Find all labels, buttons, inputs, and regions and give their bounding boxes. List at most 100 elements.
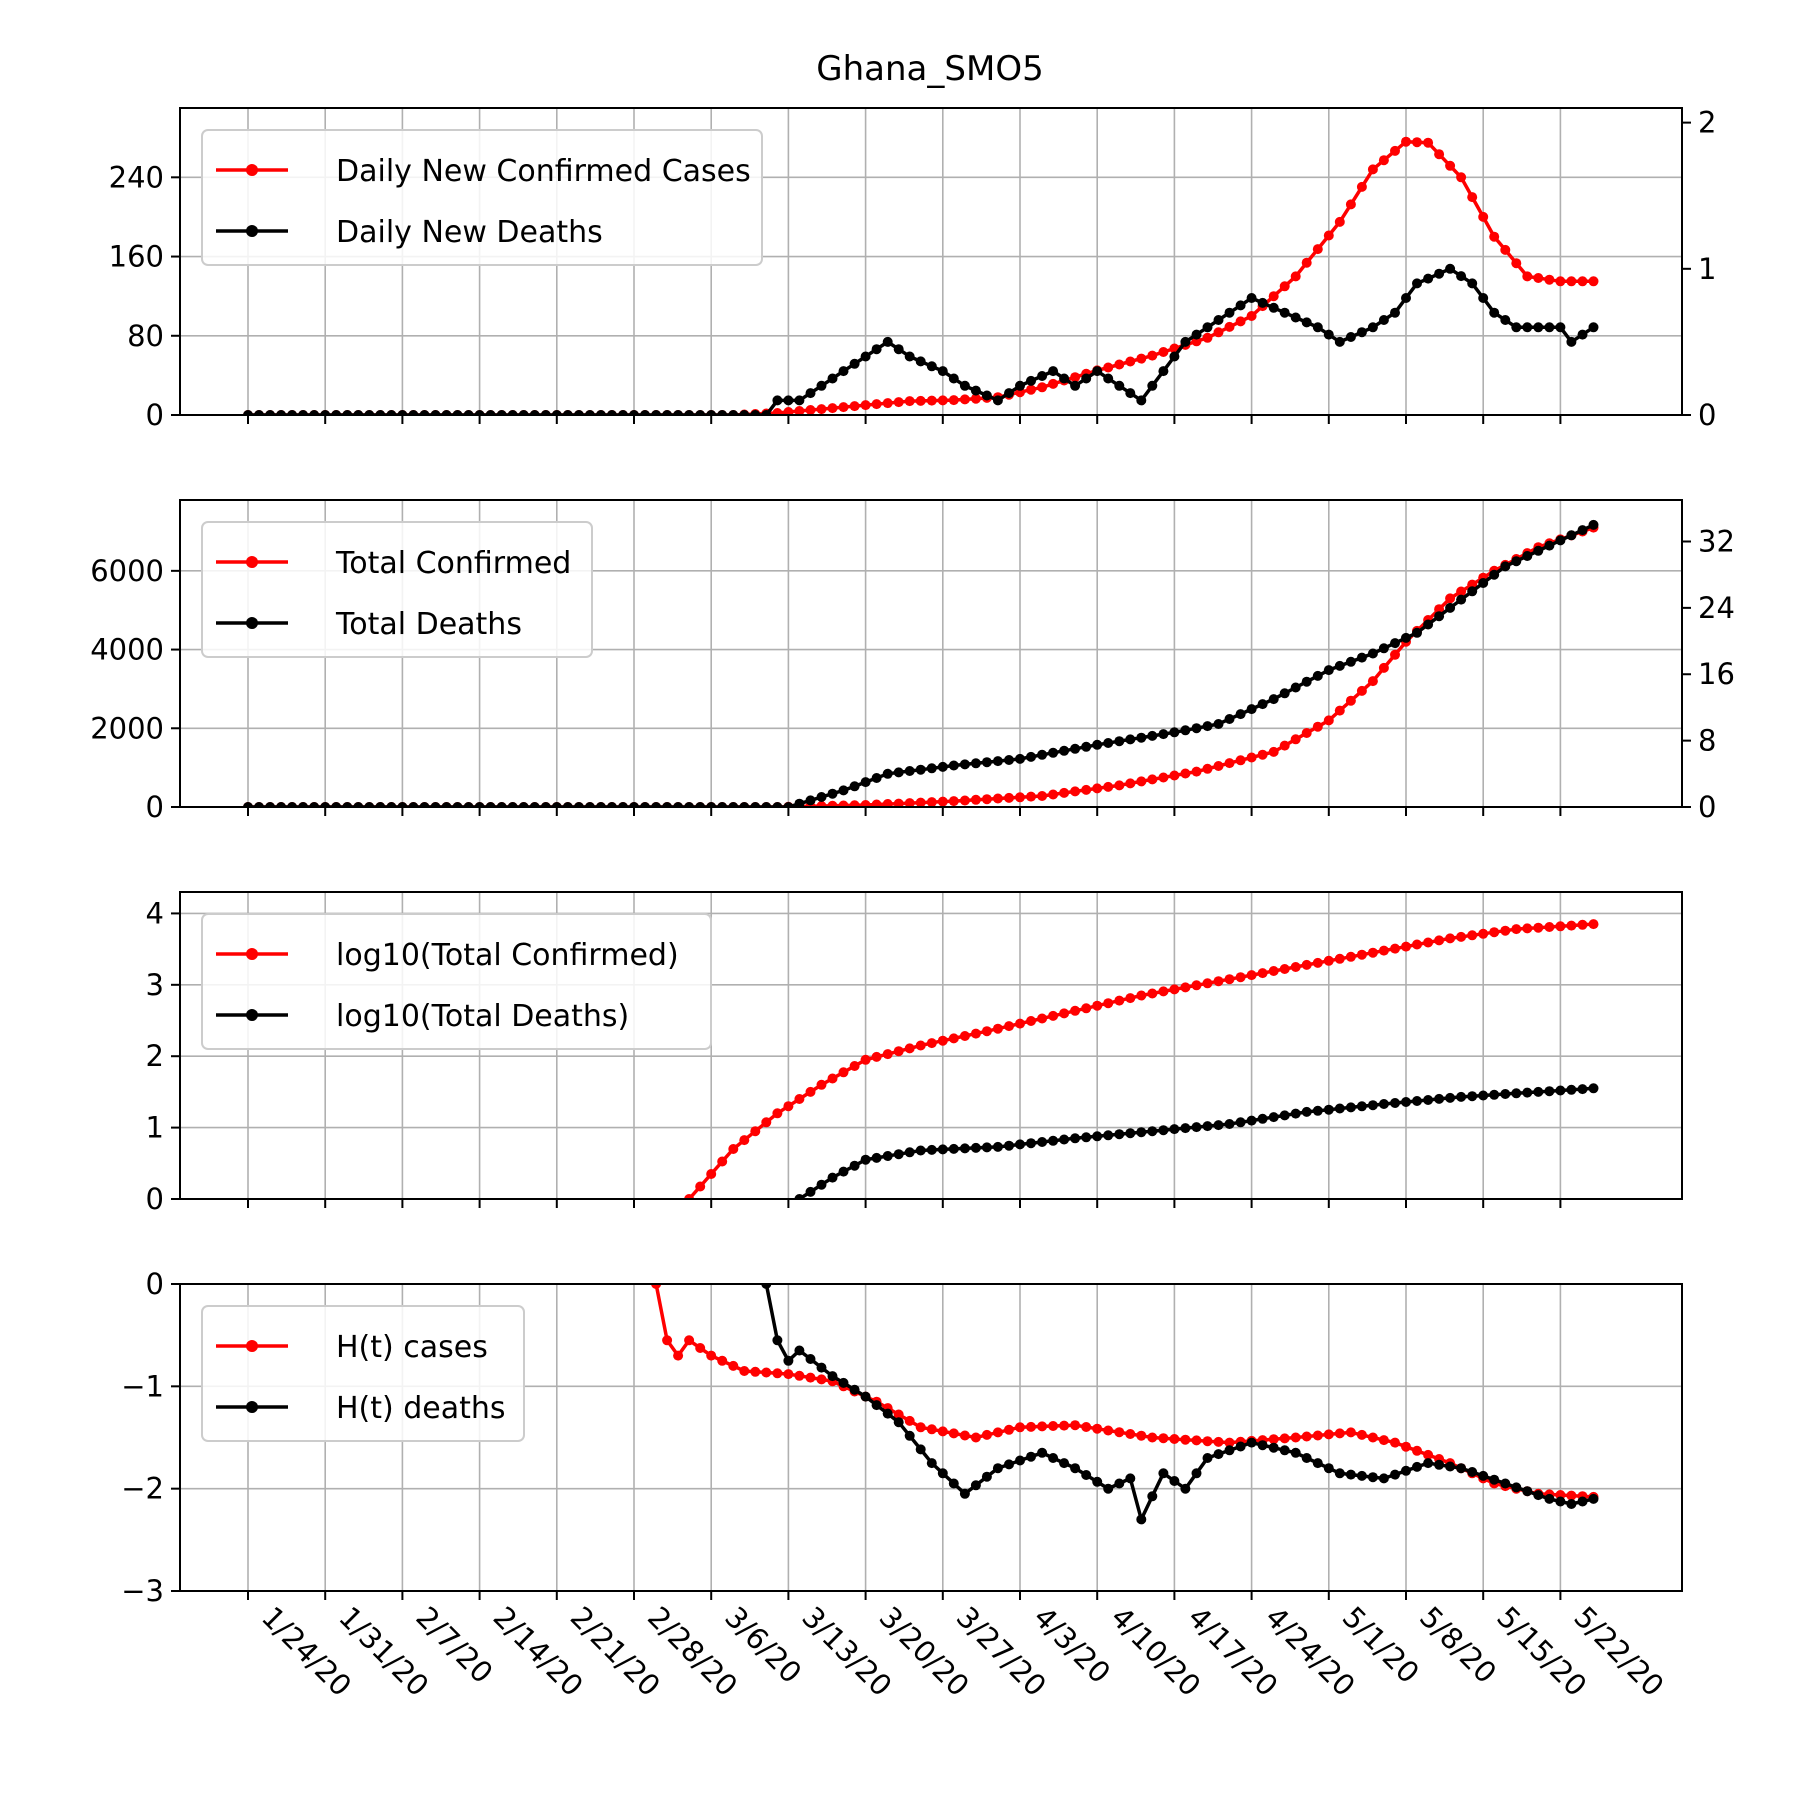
axes-frame — [179, 1283, 1683, 1592]
data-point — [1158, 1433, 1169, 1444]
data-point — [959, 394, 970, 405]
data-point — [452, 802, 463, 807]
data-point — [761, 1284, 772, 1289]
series-line — [764, 1284, 1594, 1525]
data-point — [684, 1335, 695, 1346]
data-point — [265, 410, 276, 415]
data-point — [1136, 776, 1147, 787]
data-point — [805, 388, 816, 399]
data-point — [606, 802, 617, 807]
data-point — [926, 1144, 937, 1155]
data-point — [1147, 730, 1158, 741]
data-point — [1423, 619, 1434, 630]
data-point — [1191, 329, 1202, 340]
y-tick-label: 240 — [109, 160, 164, 194]
data-point — [1555, 276, 1566, 287]
data-point — [1367, 947, 1378, 958]
data-point — [1026, 384, 1036, 395]
legend-marker — [246, 556, 258, 568]
data-point — [276, 410, 287, 415]
data-point — [265, 802, 276, 807]
legend-marker — [246, 164, 258, 176]
data-point — [1246, 752, 1257, 763]
data-point — [1015, 380, 1025, 391]
data-point — [1412, 1461, 1422, 1472]
data-point — [1522, 1087, 1533, 1098]
data-point — [1136, 353, 1147, 364]
data-point — [1555, 921, 1566, 932]
data-point — [684, 1194, 695, 1199]
data-point — [419, 802, 430, 807]
data-point — [1092, 366, 1103, 377]
data-point — [1235, 972, 1246, 983]
data-point — [397, 802, 408, 807]
data-point — [904, 1430, 915, 1441]
data-point — [1423, 1458, 1434, 1469]
y-tick-label: −2 — [121, 1472, 164, 1506]
data-point — [463, 802, 474, 807]
data-point — [320, 802, 331, 807]
data-point — [1004, 1140, 1014, 1151]
data-point — [1114, 1129, 1125, 1140]
data-point — [1169, 351, 1180, 362]
data-point — [1213, 327, 1224, 338]
data-point — [915, 1422, 926, 1433]
data-point — [1478, 211, 1489, 222]
data-point — [1312, 322, 1323, 333]
data-point — [717, 410, 728, 415]
data-point — [1390, 307, 1400, 318]
data-point — [1588, 519, 1599, 530]
data-point — [1279, 1433, 1290, 1444]
data-point — [1268, 1442, 1279, 1453]
data-point — [1048, 378, 1059, 389]
data-point — [651, 410, 662, 415]
data-point — [1367, 676, 1378, 687]
data-point — [1356, 652, 1367, 663]
data-point — [1037, 1421, 1048, 1432]
data-point — [441, 410, 452, 415]
data-point — [948, 1143, 959, 1154]
data-point — [1367, 1432, 1378, 1443]
data-point — [1015, 1018, 1025, 1029]
data-point — [397, 410, 408, 415]
data-point — [937, 366, 948, 377]
data-point — [772, 1335, 783, 1346]
y-tick-label: 0 — [146, 1182, 164, 1216]
data-point — [1412, 939, 1422, 950]
data-point — [783, 1369, 794, 1380]
data-point — [1434, 268, 1445, 279]
data-point — [937, 796, 948, 807]
data-point — [573, 410, 584, 415]
data-point — [783, 1355, 794, 1366]
data-point — [1279, 740, 1290, 751]
data-point — [1015, 792, 1025, 803]
data-point — [992, 1023, 1003, 1034]
data-point — [882, 768, 893, 779]
data-point — [1500, 1478, 1511, 1489]
data-point — [1257, 749, 1268, 760]
data-point — [1511, 924, 1522, 935]
y-tick-label: 1 — [146, 1111, 164, 1145]
data-point — [1202, 978, 1213, 989]
data-point — [1246, 1437, 1257, 1448]
data-point — [1467, 192, 1478, 203]
data-point — [739, 1366, 750, 1376]
data-point — [816, 404, 827, 415]
data-point — [1158, 986, 1169, 997]
data-point — [827, 403, 838, 414]
data-point — [1125, 993, 1136, 1004]
data-point — [816, 380, 827, 391]
data-point — [673, 1350, 684, 1361]
data-point — [1511, 1482, 1522, 1493]
data-point — [1224, 714, 1235, 724]
data-point — [948, 373, 959, 384]
data-point — [1434, 935, 1445, 946]
data-point — [915, 1444, 926, 1455]
series-deaths — [794, 1083, 1599, 1199]
data-point — [1577, 1084, 1588, 1095]
data-point — [937, 1468, 948, 1479]
data-point — [1456, 172, 1467, 183]
data-point — [254, 410, 264, 415]
data-point — [1092, 739, 1103, 750]
data-point — [1301, 257, 1312, 268]
